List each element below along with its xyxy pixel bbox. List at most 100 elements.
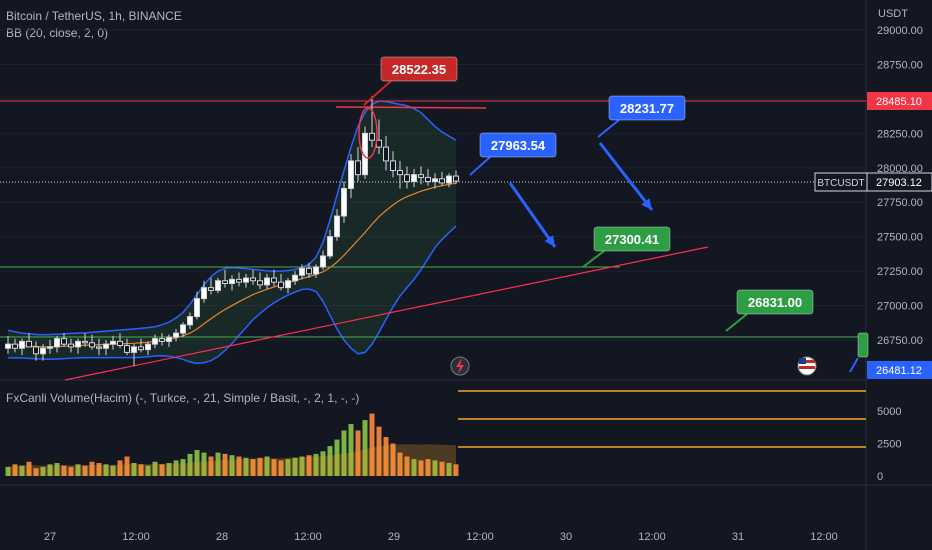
volume-bar [257,457,263,476]
callout-28522-box[interactable] [380,56,458,82]
candle-body [89,342,95,348]
volume-bar [425,459,431,476]
callout-edge-box[interactable] [857,332,869,358]
candle-body [201,287,207,300]
high-marker-line [335,106,487,109]
volume-bar [215,452,221,476]
volume-bar [180,459,186,476]
volume-bar [145,465,151,476]
us-flag-canton [799,358,806,364]
volume-bar [131,463,137,476]
last-price-tag[interactable] [866,172,932,192]
candle-body [194,298,200,318]
price-axis-tick: 27250.00 [877,266,923,278]
resistance-price-tag[interactable] [867,92,932,110]
callout-26831-box[interactable] [736,289,814,315]
candle-body [369,132,375,141]
volume-bar [103,464,109,476]
candle-body [327,236,333,257]
candle-body [229,278,235,285]
volume-bar [306,455,312,476]
candle-body [313,266,319,275]
time-axis-tick: 31 [732,531,744,543]
time-axis-tick: 29 [388,531,400,543]
volume-bar [411,459,417,476]
volume-bar [19,465,25,476]
volume-bar [124,456,130,476]
volume-bar [33,468,39,476]
candle-body [285,280,291,289]
volume-bar [383,437,389,476]
currency-label: USDT [878,8,908,20]
callout-28231-label: 28231.77 [620,101,674,116]
callout-27300-pointer [582,250,605,268]
resistance-price-tag-label: 28485.10 [876,96,922,108]
price-axis-tick: 28750.00 [877,59,923,71]
candle-body [243,277,249,283]
price-axis-tick: 27750.00 [877,197,923,209]
candle-body [145,343,151,351]
volume-bar [201,452,207,476]
callout-27963-box[interactable] [479,132,557,158]
volume-bar [397,452,403,476]
volume-bar [404,456,410,476]
volume-bar [159,464,165,476]
volume-bar [341,430,347,476]
volume-bar [243,457,249,476]
bollinger-basis-line [7,182,457,348]
bollinger-band-fill [8,100,456,364]
candle-body [103,343,109,349]
volume-bar [194,450,200,476]
candle-body [138,346,144,351]
volume-bar [96,463,102,476]
volume-bar [222,453,228,476]
support-price-tag[interactable] [867,361,932,379]
projection-arrow-down-shaft [508,182,557,248]
price-axis-tick: 28250.00 [877,128,923,140]
candle-body [355,160,361,176]
volume-axis-tick: 0 [877,471,883,483]
candle-body [292,274,298,282]
time-axis-tick: 12:00 [294,531,322,543]
volume-bar [54,463,60,476]
candle-body [411,174,417,183]
candle-body [453,175,459,182]
candle-body [439,178,445,184]
candle-body [12,343,18,349]
volume-bar [40,466,46,476]
candle-body [306,267,312,275]
candle-body [47,346,53,349]
volume-bar [110,465,116,476]
volume-bar [369,413,375,476]
volume-average-area [8,444,456,476]
candle-body [152,338,158,345]
volume-bar [173,460,179,476]
support-price-tag-label: 26481.12 [876,365,922,377]
volume-bar [5,466,11,476]
callout-27300-box[interactable] [593,226,671,252]
time-axis-tick: 12:00 [638,531,666,543]
highlight-ellipse [358,107,378,159]
volume-bar [327,446,333,476]
candle-body [418,174,424,178]
volume-indicator-legend[interactable]: FxCanli Volume(Hacim) (-, Turkce, -, 21,… [6,391,360,405]
price-axis-tick: 28000.00 [877,163,923,175]
trend-line [64,246,709,381]
volume-bar [68,466,74,476]
volume-bar [229,455,235,476]
callout-28231-box[interactable] [608,95,686,121]
symbol-tag-label: BTCUSDT [817,178,864,189]
volume-bar [236,456,242,476]
volume-bar [376,426,382,476]
callout-28231-pointer [597,119,620,138]
candle-body [166,336,172,342]
callout-27300-label: 27300.41 [605,232,659,247]
volume-bar [89,461,95,476]
candle-body [250,277,256,282]
candle-body [61,338,67,345]
candle-body [278,281,284,289]
price-axis-tick: 27000.00 [877,301,923,313]
candle-body [5,343,11,349]
projection-arrow-right-head [641,198,652,210]
